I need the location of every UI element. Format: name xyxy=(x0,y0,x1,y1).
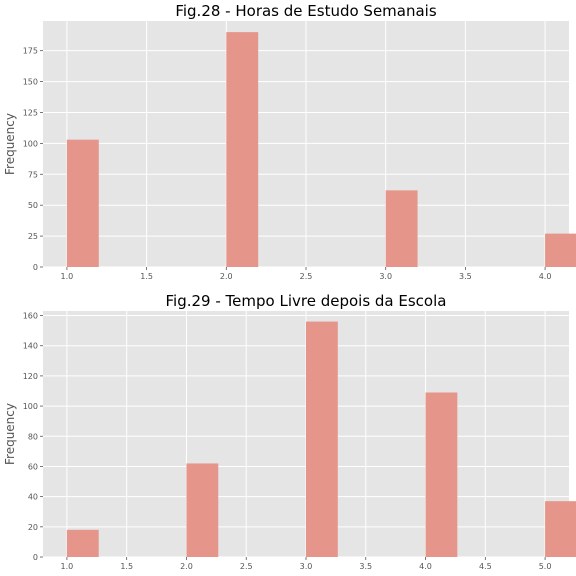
chart-1: 1.0 1.5 2.0 2.5 3.0 3.5 4.0 0 25 50 75 100 125 150 175… xyxy=(3,2,576,281)
x-tick-label: 1.0 xyxy=(61,272,74,281)
x-tick-label: 2.5 xyxy=(300,272,313,281)
x-tick-label: 2.0 xyxy=(220,272,233,281)
bar xyxy=(66,139,99,267)
y-tick-label: 25 xyxy=(28,232,38,241)
chart-2: 1.0 1.5 2.0 2.5 3.0 3.5 4.0 4.5 5.0 0 20 40 60 80 100 1… xyxy=(3,292,576,571)
chart-title: Fig.28 - Horas de Estudo Semanais xyxy=(175,2,437,20)
y-tick-label: 160 xyxy=(23,312,38,321)
y-tick-label: 75 xyxy=(28,170,38,179)
bar xyxy=(306,321,338,557)
y-tick-label: 0 xyxy=(33,553,38,562)
y-tick-label: 140 xyxy=(23,342,38,351)
x-tick-label: 2.5 xyxy=(240,562,253,571)
bar xyxy=(545,501,576,557)
y-tick-label: 125 xyxy=(23,108,38,117)
y-tick-label: 80 xyxy=(28,432,38,441)
y-axis-label: Frequency xyxy=(3,403,17,465)
x-tick-label: 4.0 xyxy=(419,562,432,571)
x-tick-label: 3.5 xyxy=(359,562,372,571)
x-tick-label: 1.5 xyxy=(140,272,153,281)
chart-title: Fig.29 - Tempo Livre depois da Escola xyxy=(166,292,447,310)
y-tick-label: 100 xyxy=(23,139,38,148)
x-tick-label: 3.0 xyxy=(379,272,392,281)
bar xyxy=(385,190,418,267)
y-tick-label: 175 xyxy=(23,47,38,56)
bar xyxy=(226,32,259,268)
x-tick-label: 2.0 xyxy=(180,562,193,571)
bar xyxy=(66,529,99,557)
y-tick-label: 0 xyxy=(33,263,38,272)
y-tick-label: 50 xyxy=(28,201,38,210)
y-tick-label: 120 xyxy=(23,372,38,381)
y-tick-label: 150 xyxy=(23,78,38,87)
x-tick-label: 1.0 xyxy=(61,562,74,571)
x-tick-label: 4.5 xyxy=(479,562,492,571)
y-tick-label: 100 xyxy=(23,402,38,411)
x-tick-label: 4.0 xyxy=(539,272,552,281)
x-tick-label: 3.0 xyxy=(300,562,313,571)
bar xyxy=(545,233,576,267)
bar xyxy=(425,392,458,557)
y-tick-label: 40 xyxy=(28,493,38,502)
y-tick-label: 60 xyxy=(28,462,38,471)
x-tick-label: 3.5 xyxy=(459,272,472,281)
y-tick-label: 20 xyxy=(28,523,38,532)
y-axis-label: Frequency xyxy=(3,113,17,175)
bar xyxy=(186,463,219,557)
x-tick-label: 5.0 xyxy=(539,562,552,571)
x-tick-label: 1.5 xyxy=(120,562,133,571)
